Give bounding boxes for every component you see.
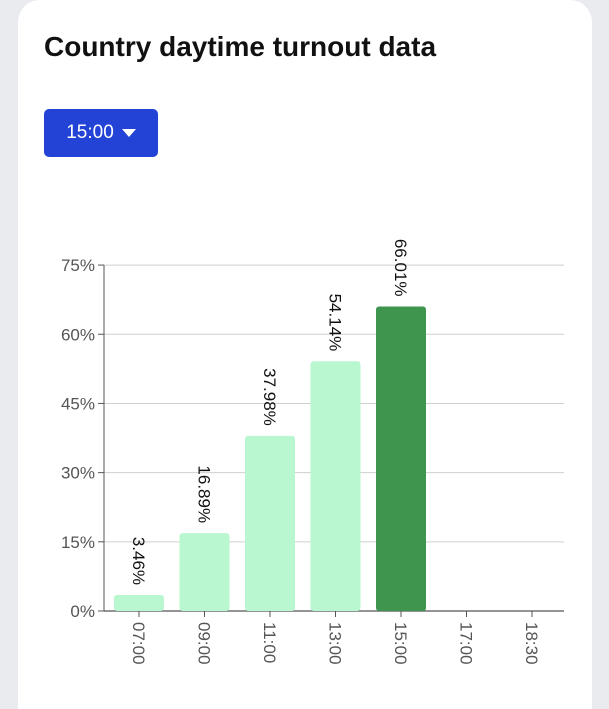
page-title: Country daytime turnout data (44, 31, 437, 62)
data-label: 66.01% (391, 239, 410, 297)
caret-down-icon (121, 129, 136, 137)
bar[interactable] (179, 533, 230, 611)
y-tick-label: 45% (61, 394, 95, 413)
chart-card: Country daytime turnout data 15:00 (18, 0, 592, 709)
bar[interactable] (376, 306, 426, 611)
bar[interactable] (114, 595, 164, 611)
time-select-value: 15:00 (66, 122, 114, 143)
data-label: 37.98% (260, 368, 279, 426)
y-tick-label: 75% (61, 256, 95, 275)
bar[interactable] (245, 435, 295, 611)
x-tick-label: 18:30 (522, 622, 541, 665)
x-tick-label: 11:00 (260, 622, 279, 663)
time-select-dropdown[interactable]: 15:00 (44, 109, 158, 157)
y-tick-label: 15% (61, 533, 95, 552)
data-label: 3.46% (129, 537, 148, 585)
data-label: 54.14% (326, 294, 345, 352)
x-tick-label: 09:00 (195, 622, 214, 665)
y-tick-label: 60% (61, 325, 95, 344)
bar[interactable] (310, 361, 361, 611)
x-tick-label: 15:00 (391, 622, 410, 665)
y-tick-label: 0% (70, 602, 95, 621)
x-tick-label: 17:00 (457, 622, 476, 665)
x-tick-label: 07:00 (129, 622, 148, 665)
data-label: 16.89% (195, 465, 214, 523)
x-tick-label: 13:00 (326, 622, 345, 665)
y-tick-label: 30% (61, 464, 95, 483)
